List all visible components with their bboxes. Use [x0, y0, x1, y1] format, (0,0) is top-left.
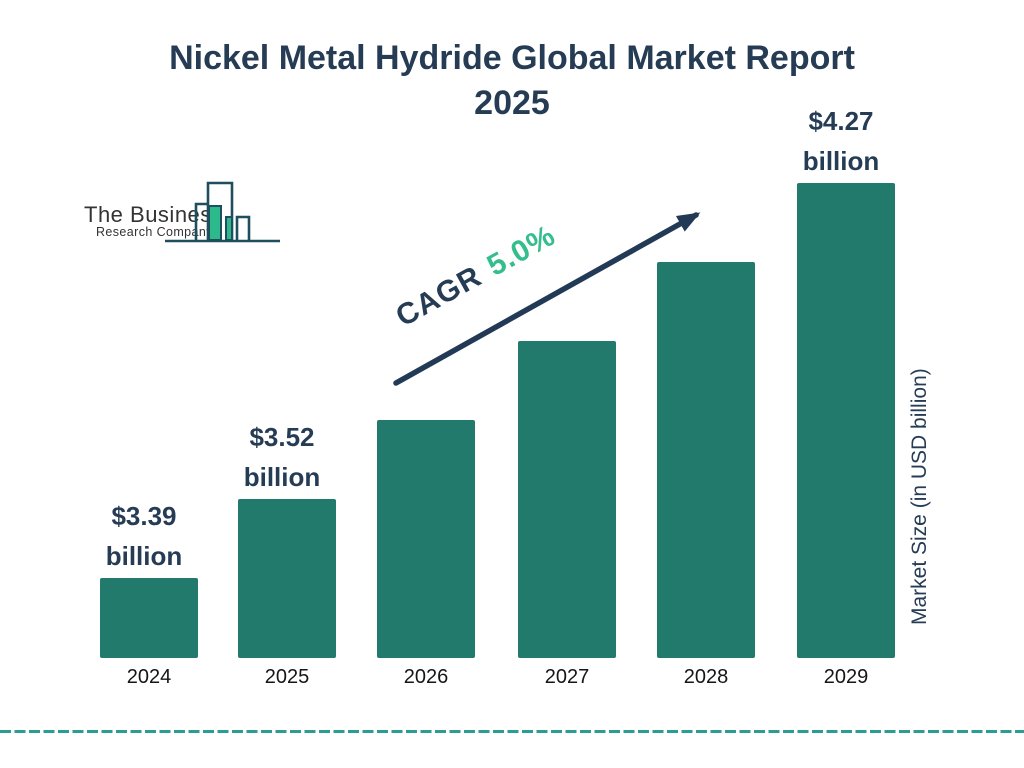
value-label-2029: $4.27 billion: [802, 106, 880, 176]
x-tick-2028: 2028: [683, 666, 729, 688]
company-logo: The Business Research Company: [60, 176, 300, 248]
x-tick-2025: 2025: [264, 666, 310, 688]
bar-2026: [377, 420, 475, 658]
bar-2028: [657, 262, 755, 658]
chart-title-line2: 2025: [474, 84, 550, 122]
x-tick-2027: 2027: [544, 666, 590, 688]
cagr-annotation: CAGR5.0%: [391, 219, 563, 336]
cagr-value: 5.0%: [481, 218, 562, 283]
y-axis-label: Market Size (in USD billion): [908, 368, 931, 626]
x-tick-2024: 2024: [126, 666, 172, 688]
bar-2027: [518, 341, 616, 658]
x-tick-2026: 2026: [403, 666, 449, 688]
bar-chart-logo-icon: [165, 181, 280, 243]
x-tick-2029: 2029: [823, 666, 869, 688]
bottom-dashed-divider: [0, 730, 1024, 733]
logo-text-primary: The Business: [84, 202, 224, 227]
cagr-label: CAGR: [390, 259, 488, 334]
logo-text-secondary: Research Company: [96, 225, 213, 239]
chart-title: Nickel Metal Hydride Global Market Repor…: [0, 36, 1024, 126]
bar-2024: [100, 578, 198, 658]
value-label-2025: $3.52 billion: [243, 422, 321, 492]
chart-title-line1: Nickel Metal Hydride Global Market Repor…: [169, 39, 855, 77]
value-label-2024: $3.39 billion: [105, 501, 183, 571]
bar-2025: [238, 499, 336, 658]
bar-2029: [797, 183, 895, 658]
